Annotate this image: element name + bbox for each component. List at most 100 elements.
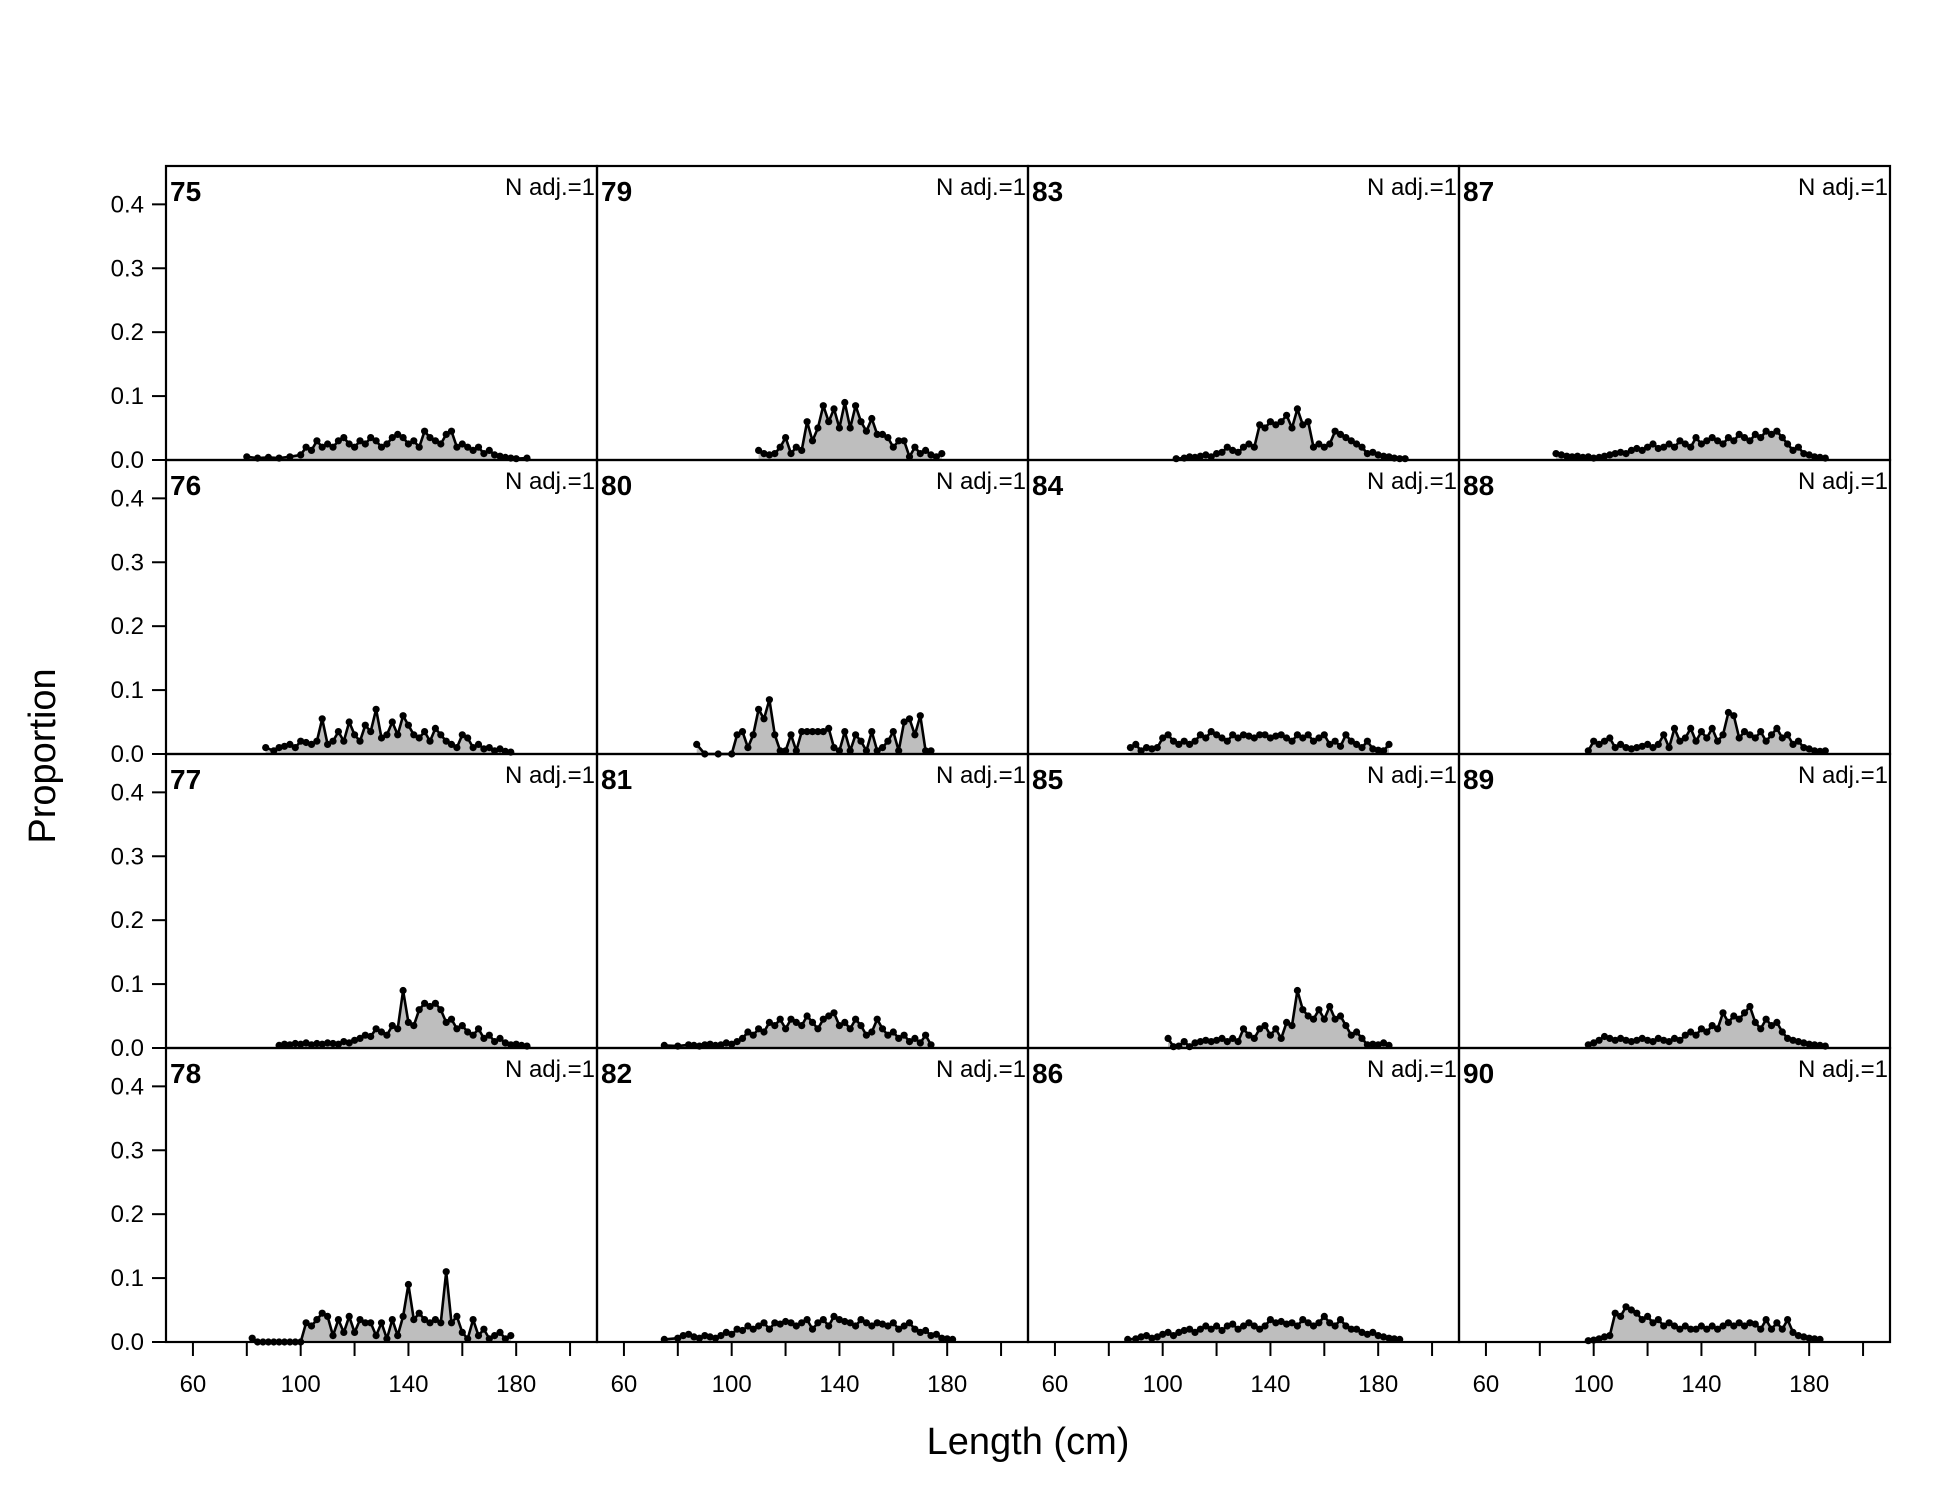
data-point xyxy=(1385,740,1393,749)
data-point xyxy=(814,1025,822,1033)
data-point xyxy=(345,1312,353,1320)
data-point xyxy=(1784,440,1792,448)
data-point xyxy=(1751,1320,1759,1328)
data-point xyxy=(399,986,407,995)
x-tick-label: 60 xyxy=(180,1371,207,1398)
data-point xyxy=(1186,740,1194,749)
data-point xyxy=(1126,744,1134,752)
data-point xyxy=(1180,1038,1188,1046)
data-point xyxy=(356,1316,364,1324)
axes-layer: 60 100 140 180 60 100 140 180 60 100 140 180 60 100 14… xyxy=(180,1342,1865,1398)
data-point xyxy=(464,1335,472,1343)
data-point xyxy=(1202,1036,1210,1044)
data-point xyxy=(329,1039,337,1048)
data-point xyxy=(1654,444,1662,453)
data-point xyxy=(1207,1038,1215,1046)
x-tick-label: 100 xyxy=(1143,1371,1183,1398)
data-point xyxy=(1714,737,1722,745)
data-point xyxy=(334,437,342,445)
data-point xyxy=(1703,734,1711,742)
data-point xyxy=(1336,742,1345,750)
data-point xyxy=(431,1316,439,1324)
data-point xyxy=(1730,1322,1738,1330)
data-point xyxy=(318,715,326,723)
data-point xyxy=(367,1319,375,1327)
data-point xyxy=(1611,1309,1619,1317)
data-point xyxy=(1600,737,1609,745)
data-point xyxy=(399,1312,407,1320)
data-point xyxy=(1223,1038,1231,1046)
data-point xyxy=(394,731,402,739)
data-point xyxy=(329,443,337,451)
data-point xyxy=(1223,443,1231,451)
data-point xyxy=(1229,731,1237,739)
data-point xyxy=(857,737,865,745)
data-point xyxy=(787,1319,795,1327)
data-point xyxy=(1557,451,1565,459)
data-point xyxy=(1142,1332,1151,1340)
data-point xyxy=(351,443,359,451)
data-point xyxy=(1670,1322,1679,1330)
data-point xyxy=(1800,744,1808,752)
panel-75: 75 N adj.=1 0.0 0.1 0.2 0.3 0.4 xyxy=(111,164,599,474)
data-point xyxy=(469,1031,477,1039)
data-point xyxy=(1304,418,1312,426)
data-point xyxy=(1234,1038,1242,1046)
data-point xyxy=(1676,737,1684,745)
data-point xyxy=(372,1025,380,1033)
data-point xyxy=(1272,1025,1280,1033)
data-point xyxy=(922,1326,930,1335)
data-point xyxy=(1746,1319,1754,1327)
data-point xyxy=(415,443,423,451)
data-point xyxy=(313,437,321,445)
data-point xyxy=(469,446,477,454)
data-point xyxy=(1611,450,1619,458)
data-point xyxy=(307,1041,316,1049)
data-point xyxy=(469,1316,477,1324)
data-point xyxy=(1789,446,1797,454)
data-point xyxy=(852,1015,860,1023)
data-point xyxy=(377,1028,386,1036)
x-tick-label: 140 xyxy=(1681,1371,1721,1398)
data-point xyxy=(905,1038,914,1046)
data-point xyxy=(825,1322,833,1330)
series-area xyxy=(1588,1306,1820,1342)
panel-frame xyxy=(595,164,1030,462)
data-point xyxy=(324,1039,332,1047)
data-point xyxy=(1213,1036,1221,1044)
data-point xyxy=(313,1316,321,1324)
panel-label: 75 xyxy=(170,176,201,207)
y-tick-label: 0.1 xyxy=(111,677,144,704)
y-tick-label: 0.1 xyxy=(111,383,144,410)
data-point xyxy=(1342,1022,1350,1030)
data-point xyxy=(474,740,483,749)
data-point xyxy=(496,1328,504,1336)
data-point xyxy=(1213,1322,1221,1330)
data-point xyxy=(1363,1330,1371,1338)
data-point xyxy=(1703,1028,1711,1036)
n-adj-label: N adj.=1 xyxy=(936,1056,1026,1083)
data-point xyxy=(480,745,488,753)
data-point xyxy=(1331,737,1339,745)
data-point xyxy=(1735,1015,1743,1023)
data-point xyxy=(1644,443,1652,451)
data-point xyxy=(1374,746,1382,754)
data-point xyxy=(280,1040,289,1048)
x-tick-label: 180 xyxy=(1789,1371,1829,1398)
data-point xyxy=(1272,732,1280,740)
data-point xyxy=(1660,1036,1668,1044)
data-point xyxy=(1336,1012,1345,1020)
data-point xyxy=(1654,1034,1662,1042)
data-point xyxy=(927,747,935,755)
data-point xyxy=(458,440,466,448)
data-point xyxy=(911,1325,919,1333)
data-point xyxy=(1299,734,1307,742)
data-point xyxy=(388,434,396,442)
data-point xyxy=(1229,1034,1237,1042)
data-point xyxy=(262,744,270,752)
n-adj-label: N adj.=1 xyxy=(1798,468,1888,495)
data-point xyxy=(377,1319,386,1327)
data-point xyxy=(426,1319,434,1327)
data-point xyxy=(738,1034,747,1042)
data-point xyxy=(938,1334,946,1342)
